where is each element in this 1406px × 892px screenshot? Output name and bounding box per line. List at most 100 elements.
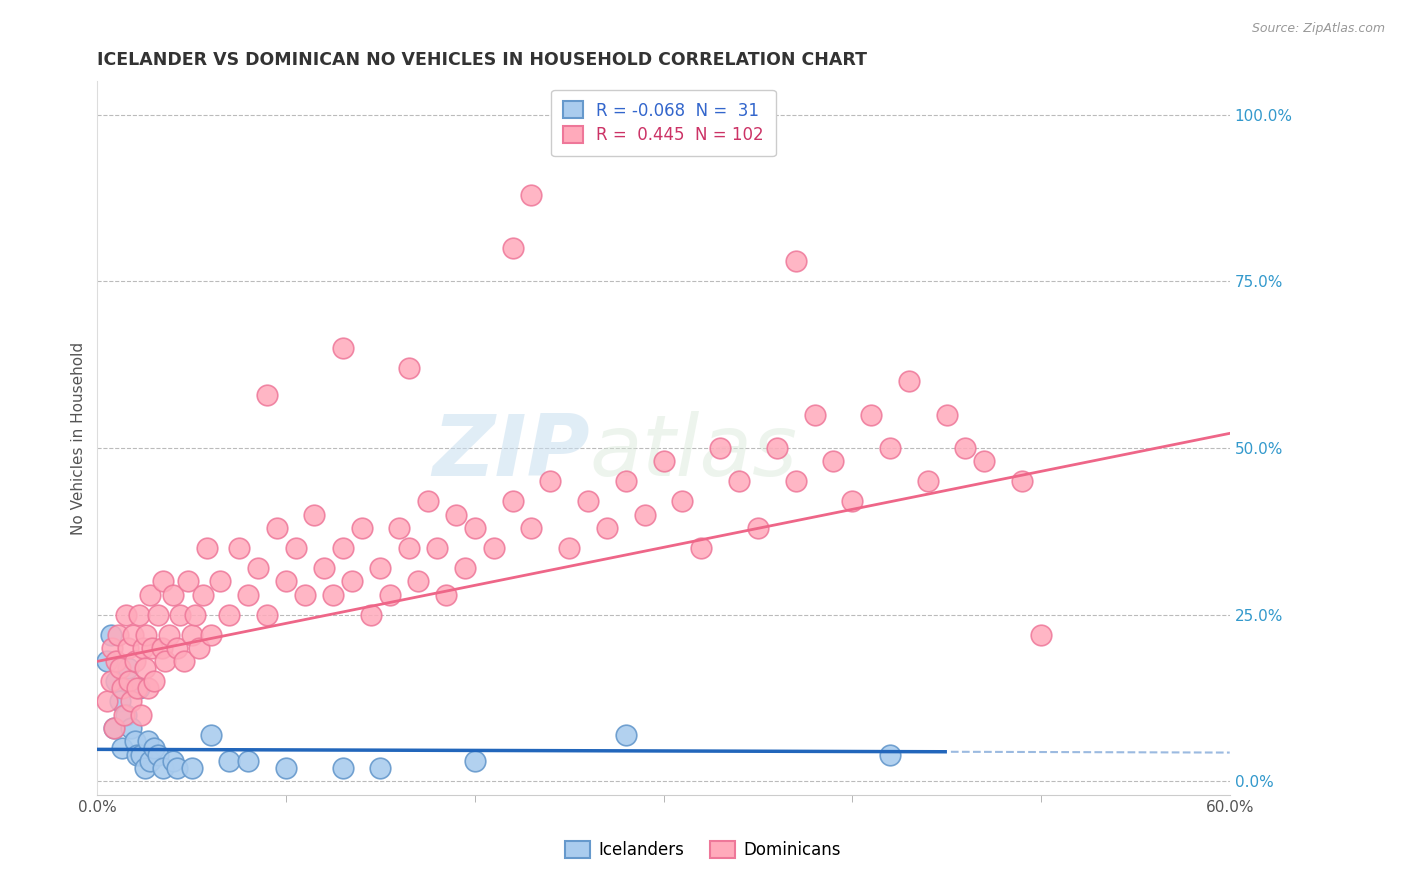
Point: [180, 628, 202, 642]
Point: [860, 408, 883, 422]
Point: [141, 640, 163, 655]
Point: [177, 574, 200, 589]
Point: [100, 628, 122, 642]
Point: [406, 574, 429, 589]
Point: [238, 755, 260, 769]
Point: [111, 741, 134, 756]
Point: [312, 561, 335, 575]
Point: [188, 640, 211, 655]
Point: [125, 681, 148, 695]
Point: [426, 541, 449, 555]
Point: [129, 707, 152, 722]
Point: [879, 441, 901, 455]
Point: [143, 741, 166, 756]
Point: [274, 574, 297, 589]
Point: [96, 654, 118, 668]
Point: [332, 541, 354, 555]
Point: [690, 541, 713, 555]
Point: [108, 694, 131, 708]
Point: [332, 761, 354, 775]
Point: [117, 640, 139, 655]
Legend: Icelanders, Dominicans: Icelanders, Dominicans: [558, 834, 848, 866]
Point: [520, 187, 543, 202]
Point: [304, 508, 326, 522]
Point: [173, 654, 195, 668]
Text: ICELANDER VS DOMINICAN NO VEHICLES IN HOUSEHOLD CORRELATION CHART: ICELANDER VS DOMINICAN NO VEHICLES IN HO…: [97, 51, 868, 69]
Point: [256, 607, 278, 622]
Point: [96, 694, 118, 708]
Point: [105, 674, 128, 689]
Point: [558, 541, 581, 555]
Point: [322, 588, 344, 602]
Point: [114, 607, 136, 622]
Point: [444, 508, 467, 522]
Point: [112, 707, 135, 722]
Point: [111, 681, 134, 695]
Point: [841, 494, 863, 508]
Point: [614, 728, 637, 742]
Point: [157, 628, 180, 642]
Point: [131, 640, 153, 655]
Point: [284, 541, 307, 555]
Point: [114, 707, 136, 722]
Point: [152, 574, 174, 589]
Point: [136, 681, 159, 695]
Point: [266, 521, 288, 535]
Point: [785, 475, 807, 489]
Point: [294, 588, 316, 602]
Point: [350, 521, 373, 535]
Point: [671, 494, 693, 508]
Text: Source: ZipAtlas.com: Source: ZipAtlas.com: [1251, 22, 1385, 36]
Point: [482, 541, 505, 555]
Point: [208, 574, 231, 589]
Point: [274, 761, 297, 775]
Point: [709, 441, 731, 455]
Point: [166, 640, 188, 655]
Point: [228, 541, 250, 555]
Point: [120, 694, 142, 708]
Point: [416, 494, 439, 508]
Point: [256, 387, 278, 401]
Point: [398, 361, 420, 376]
Point: [124, 734, 146, 748]
Point: [135, 628, 157, 642]
Point: [917, 475, 939, 489]
Point: [103, 721, 125, 735]
Point: [146, 607, 169, 622]
Point: [129, 747, 152, 762]
Point: [370, 761, 392, 775]
Point: [378, 588, 401, 602]
Point: [973, 454, 995, 468]
Point: [454, 561, 477, 575]
Text: atlas: atlas: [591, 411, 799, 494]
Point: [464, 521, 486, 535]
Point: [146, 747, 169, 762]
Point: [128, 607, 150, 622]
Point: [139, 755, 162, 769]
Point: [107, 628, 129, 642]
Point: [162, 755, 184, 769]
Point: [388, 521, 411, 535]
Point: [134, 661, 156, 675]
Point: [162, 588, 184, 602]
Point: [520, 521, 543, 535]
Point: [1011, 475, 1033, 489]
Legend: R = -0.068  N =  31, R =  0.445  N = 102: R = -0.068 N = 31, R = 0.445 N = 102: [551, 90, 776, 156]
Point: [169, 607, 191, 622]
Point: [117, 661, 139, 675]
Point: [218, 607, 240, 622]
Point: [128, 681, 150, 695]
Point: [765, 441, 787, 455]
Point: [1029, 628, 1052, 642]
Point: [398, 541, 420, 555]
Point: [125, 747, 148, 762]
Point: [134, 761, 156, 775]
Point: [897, 375, 920, 389]
Point: [596, 521, 619, 535]
Point: [218, 755, 240, 769]
Point: [180, 761, 202, 775]
Point: [576, 494, 599, 508]
Point: [100, 674, 122, 689]
Point: [436, 588, 458, 602]
Point: [652, 454, 675, 468]
